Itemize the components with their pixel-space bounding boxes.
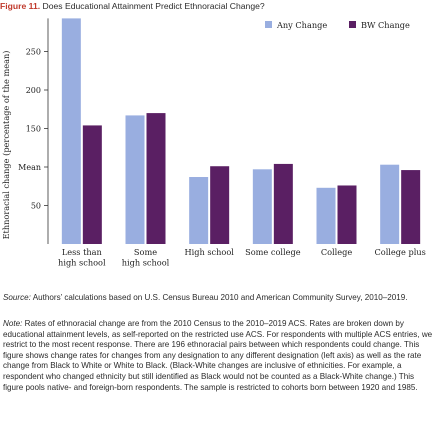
figure-title-text: Does Educational Attainment Predict Ethn…	[42, 1, 265, 11]
bar-bw-change	[273, 163, 293, 244]
y-tick-label: Mean	[18, 163, 41, 172]
source-note: Source: Authors’ calculations based on U…	[3, 293, 435, 304]
legend-swatch	[349, 21, 356, 28]
x-tick-label: Some college	[245, 247, 301, 257]
y-axis-label: Ethnoracial change (percentage of the me…	[1, 51, 11, 240]
y-tick-label: 200	[26, 86, 41, 95]
x-axis-labels: Less than high school Some high school High …	[58, 247, 426, 268]
bar-bw-change	[337, 185, 357, 244]
legend-label: Any Change	[276, 20, 327, 30]
note-label: Note:	[3, 319, 23, 328]
bar-chart: 50 Mean 150 200 250 Less than high school Some…	[1, 18, 426, 268]
legend-swatch	[265, 21, 272, 28]
bar-any-change	[61, 18, 81, 244]
figure-note: Note: Rates of ethnoracial change are fr…	[3, 319, 435, 393]
x-tick-label: College	[321, 247, 353, 257]
figure-title: Figure 11. Does Educational Attainment P…	[0, 0, 265, 12]
bar-any-change	[316, 187, 336, 244]
bar-bw-change	[401, 170, 421, 244]
x-tick-label: Some high school	[122, 247, 170, 268]
legend: Any Change BW Change	[265, 20, 410, 30]
y-tick-label: 150	[26, 125, 41, 134]
x-tick-label: High school	[184, 247, 234, 257]
y-tick-label: 50	[31, 202, 41, 211]
x-tick-label: College plus	[375, 247, 426, 257]
legend-label: BW Change	[361, 20, 410, 30]
y-tick-label: 250	[26, 48, 41, 57]
bar-bw-change	[146, 113, 166, 244]
source-text: Authors’ calculations based on U.S. Cens…	[32, 293, 408, 302]
source-label: Source:	[3, 293, 31, 302]
x-tick-label: Less than high school	[58, 247, 106, 268]
bar-any-change	[189, 177, 209, 244]
bars-layer	[61, 18, 421, 244]
note-text: Rates of ethnoracial change are from the…	[3, 319, 433, 392]
y-axis: 50 Mean 150 200 250	[18, 18, 49, 244]
bar-any-change	[252, 169, 272, 244]
figure-label: Figure 11.	[0, 1, 41, 11]
bar-bw-change	[82, 125, 102, 244]
bar-any-change	[380, 164, 400, 244]
bar-bw-change	[210, 166, 230, 244]
bar-any-change	[125, 115, 145, 244]
